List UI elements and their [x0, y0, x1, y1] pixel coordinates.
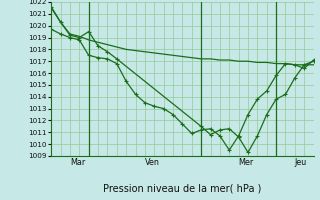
- Text: Mar: Mar: [70, 158, 85, 167]
- Text: Ven: Ven: [145, 158, 160, 167]
- Text: Pression niveau de la mer( hPa ): Pression niveau de la mer( hPa ): [103, 184, 261, 194]
- Text: Jeu: Jeu: [295, 158, 307, 167]
- Text: Mer: Mer: [239, 158, 254, 167]
